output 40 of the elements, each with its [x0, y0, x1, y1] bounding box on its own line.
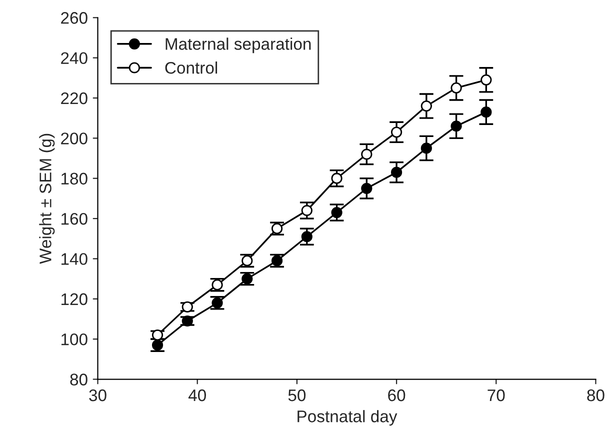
point: [390, 126, 402, 138]
point: [301, 204, 312, 216]
point: [242, 273, 253, 284]
x-axis-title: Postnatal day: [298, 410, 398, 426]
x-tick-label: 30: [89, 389, 106, 402]
x-tick-label: 70: [488, 389, 505, 402]
y-tick-label: 240: [61, 52, 88, 64]
y-tick-label: 200: [61, 132, 88, 144]
legend-label: Maternal separation: [166, 38, 311, 54]
y-tick-label: 260: [61, 12, 88, 24]
point: [212, 279, 223, 290]
y-tick-label: 120: [62, 293, 88, 306]
point: [212, 297, 223, 308]
point: [420, 100, 432, 112]
point: [242, 255, 253, 266]
point: [182, 315, 193, 327]
point: [480, 106, 492, 118]
x-tick-label: 80: [587, 389, 604, 402]
point: [331, 172, 342, 184]
point: [182, 301, 193, 312]
point: [450, 120, 462, 132]
x-tick-label: 40: [188, 389, 206, 402]
y-tick-label: 100: [62, 333, 88, 346]
point: [331, 206, 342, 218]
y-tick-label: 180: [62, 172, 88, 185]
x-tick-label: 60: [388, 389, 406, 402]
point: [361, 148, 372, 160]
y-axis-title: Weight ± SEM (g): [39, 134, 55, 264]
x-tick-label: 50: [288, 389, 306, 402]
point: [301, 231, 312, 242]
point: [390, 166, 402, 178]
y-tick-label: 80: [70, 374, 88, 386]
legend-label: Control: [165, 62, 218, 74]
point: [361, 182, 372, 194]
y-tick-label: 160: [62, 212, 88, 225]
y-tick-label: 140: [62, 253, 88, 265]
point: [420, 142, 432, 154]
point: [450, 82, 462, 94]
point: [480, 74, 492, 86]
y-tick-label: 220: [61, 92, 88, 104]
